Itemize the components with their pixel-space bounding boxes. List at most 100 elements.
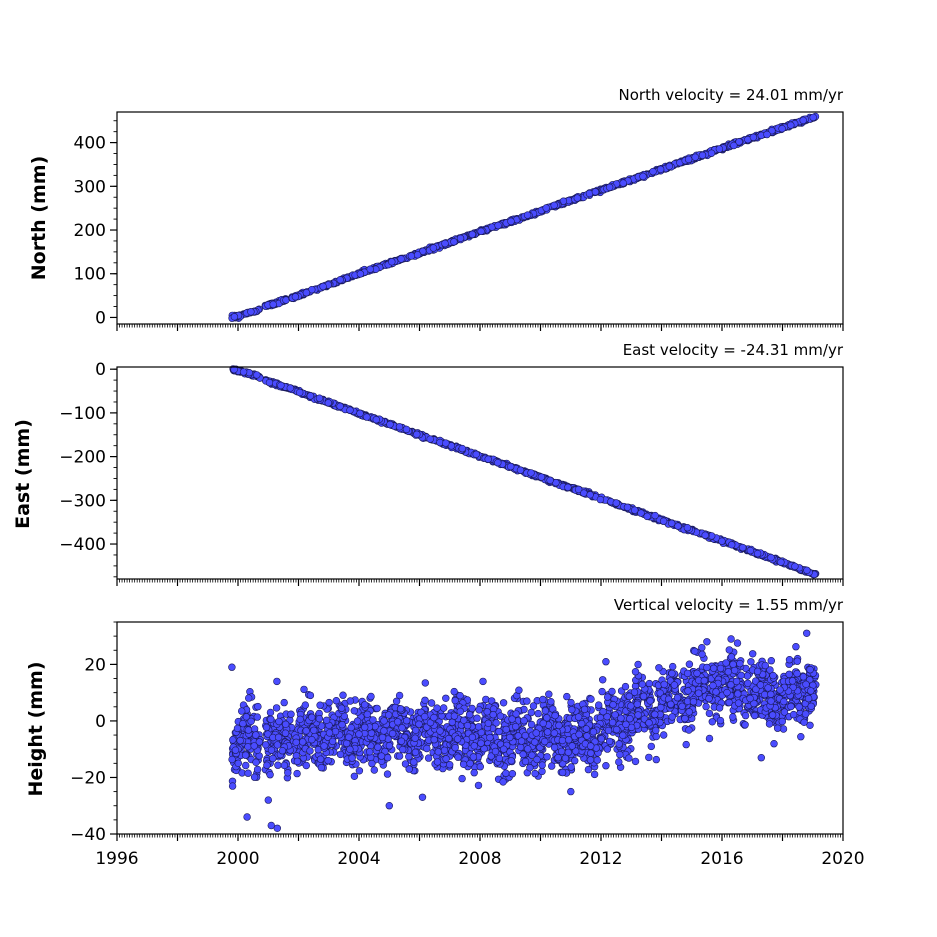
data-point (366, 265, 374, 273)
data-point (320, 742, 328, 750)
data-point (558, 736, 567, 745)
data-point (286, 384, 294, 392)
data-point (413, 430, 421, 438)
data-point (593, 756, 601, 764)
data-point (730, 141, 738, 150)
east-title: East velocity = -24.31 mm/yr (623, 341, 844, 359)
y-axis: 0 100 200 300 400 (74, 120, 117, 328)
data-point (412, 726, 420, 734)
data-point (683, 523, 692, 532)
data-point (433, 704, 441, 712)
data-point (441, 239, 449, 248)
data-point (567, 763, 575, 771)
data-point (737, 671, 745, 679)
data-point (234, 759, 243, 767)
data-point (652, 755, 660, 764)
data-point (250, 742, 258, 750)
data-point (801, 710, 810, 718)
data-point (647, 742, 655, 751)
data-point (367, 729, 376, 737)
data-point (228, 755, 236, 764)
data-point (760, 690, 769, 699)
data-point (273, 741, 282, 749)
data-point (537, 473, 546, 481)
data-point (567, 698, 575, 707)
data-point (707, 149, 716, 157)
data-point (587, 695, 595, 703)
data-point (685, 660, 694, 668)
data-point (799, 673, 808, 681)
data-point (541, 707, 550, 715)
data-point (233, 724, 242, 733)
data-point (550, 729, 558, 737)
data-point (586, 756, 595, 764)
data-point (489, 710, 497, 719)
data-point (685, 726, 693, 734)
data-point (506, 733, 514, 742)
data-point (470, 742, 478, 750)
data-point (603, 693, 612, 701)
data-point (495, 727, 503, 736)
y-tick-label: 100 (74, 265, 106, 285)
data-point (244, 769, 252, 777)
data-point (336, 402, 344, 410)
data-point (456, 234, 465, 243)
data-point (372, 416, 380, 424)
data-point (519, 750, 527, 759)
data-point (374, 743, 382, 751)
data-point (253, 371, 261, 379)
data-point (231, 746, 240, 754)
data-point (753, 667, 762, 676)
data-point (531, 769, 539, 778)
data-point (395, 752, 404, 760)
data-point (546, 476, 554, 484)
data-point (705, 734, 714, 743)
data-point (415, 720, 423, 728)
data-point (386, 420, 394, 429)
data-point (698, 151, 707, 160)
data-point (363, 710, 371, 718)
data-point (468, 704, 476, 713)
data-point (407, 252, 416, 260)
data-point (345, 733, 353, 741)
data-point (627, 702, 635, 710)
data-point (356, 270, 365, 278)
data-point (580, 489, 588, 497)
data-point (533, 755, 541, 764)
data-point (337, 704, 346, 712)
data-point (287, 710, 295, 718)
data-point (523, 211, 532, 219)
data-point (355, 730, 363, 738)
data-point (405, 765, 413, 773)
data-point (322, 716, 331, 724)
data-point (516, 466, 525, 474)
data-point (727, 653, 736, 661)
data-point (743, 672, 752, 680)
data-point (355, 767, 364, 775)
data-point (634, 660, 642, 669)
data-point (516, 743, 525, 751)
data-point (744, 679, 752, 687)
data-point (306, 392, 315, 400)
data-point (517, 737, 526, 745)
data-point (419, 247, 427, 256)
data-point (310, 726, 318, 734)
data-point (630, 506, 639, 514)
data-point (596, 495, 605, 504)
data-point (272, 704, 281, 712)
data-point (275, 717, 283, 726)
data-point (631, 667, 640, 676)
data-point (543, 728, 552, 736)
data-point (708, 718, 716, 726)
data-point (634, 711, 642, 719)
data-point (308, 713, 316, 721)
data-point (468, 733, 477, 741)
data-point (532, 729, 540, 737)
data-point (769, 671, 777, 680)
data-point (347, 723, 355, 732)
data-point (748, 650, 757, 658)
data-point (608, 687, 616, 696)
data-point (262, 741, 270, 749)
y-tick-label: −300 (59, 491, 106, 511)
data-point (245, 694, 253, 702)
